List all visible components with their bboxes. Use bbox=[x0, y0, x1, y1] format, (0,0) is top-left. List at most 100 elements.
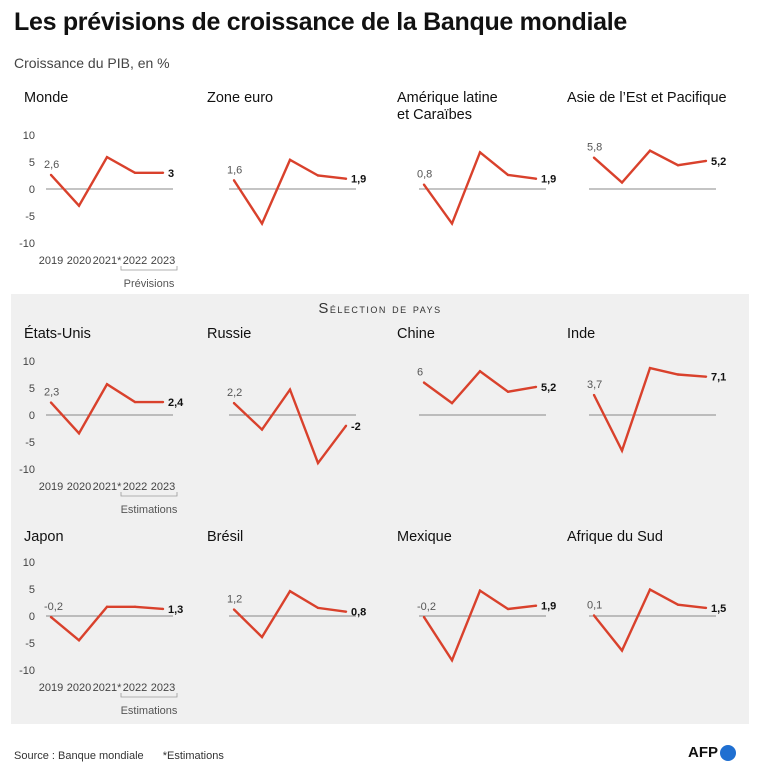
y-tick-label: -5 bbox=[25, 638, 35, 650]
panel-title-zone-euro: Zone euro bbox=[207, 90, 274, 106]
afp-logo-text: AFP bbox=[688, 744, 718, 761]
data-point-2021 bbox=[648, 149, 652, 152]
y-tick-label: 0 bbox=[29, 611, 35, 623]
value-label-last: 1,9 bbox=[351, 174, 366, 186]
value-label-last: 1,3 bbox=[168, 604, 183, 616]
data-point-2021 bbox=[105, 155, 109, 159]
data-point-2020 bbox=[260, 635, 264, 639]
series-line-asie-de-l-est-et-pacifique bbox=[593, 149, 707, 185]
data-point-2021 bbox=[288, 158, 292, 162]
x-tick-label: 2019 bbox=[39, 481, 63, 493]
y-tick-label: -10 bbox=[19, 238, 35, 250]
value-label-first: -0,2 bbox=[417, 601, 436, 613]
footnote-text: *Estimations bbox=[162, 750, 224, 762]
data-point-2019 bbox=[592, 614, 596, 617]
page-title: Les prévisions de croissance de la Banqu… bbox=[14, 8, 628, 36]
value-label-last: 3 bbox=[168, 168, 174, 180]
y-tick-label: 5 bbox=[29, 157, 35, 169]
value-label-first: 6 bbox=[417, 367, 423, 379]
data-point-2022 bbox=[133, 171, 137, 174]
value-label-last: 2,4 bbox=[168, 397, 184, 409]
value-label-first: 2,6 bbox=[44, 159, 59, 171]
panel-title-amerique-latine-et-caraibes: Amérique latine et Caraïbes bbox=[397, 90, 498, 123]
value-label-last: 1,9 bbox=[541, 174, 556, 186]
data-point-2022 bbox=[506, 173, 510, 177]
y-tick-label: 5 bbox=[29, 584, 35, 596]
data-point-2021 bbox=[648, 366, 652, 370]
data-point-2023 bbox=[704, 606, 708, 610]
panel-title-russie: Russie bbox=[207, 326, 252, 342]
y-tick-label: 10 bbox=[23, 130, 35, 142]
data-point-2022 bbox=[133, 605, 137, 609]
value-label-last: 5,2 bbox=[541, 382, 556, 394]
data-point-2023 bbox=[344, 177, 348, 180]
data-point-2019 bbox=[592, 156, 596, 159]
data-point-2023 bbox=[344, 424, 348, 427]
value-label-first: 1,2 bbox=[227, 594, 242, 606]
data-point-2023 bbox=[534, 385, 538, 389]
x-tick-label: 2021* bbox=[93, 682, 122, 694]
panel-title-monde: Monde bbox=[24, 90, 69, 106]
section-label: Sélection de pays bbox=[318, 300, 442, 317]
bracket bbox=[120, 266, 178, 271]
data-point-2023 bbox=[534, 604, 538, 607]
data-point-2020 bbox=[77, 204, 81, 207]
panel-title-asie-de-l-est-et-pacifique: Asie de l’Est et Pacifique bbox=[567, 90, 727, 106]
data-point-2019 bbox=[232, 401, 236, 405]
data-point-2023 bbox=[161, 400, 165, 404]
x-tick-label: 2020 bbox=[67, 255, 91, 267]
series-line-amerique-latine-et-caraibes bbox=[423, 150, 537, 227]
country-selection-band bbox=[11, 294, 749, 724]
y-tick-label: -5 bbox=[25, 211, 35, 223]
data-point-2021 bbox=[648, 588, 652, 591]
data-point-2021 bbox=[105, 605, 109, 609]
data-point-2019 bbox=[49, 615, 53, 619]
panel-title-japon: Japon bbox=[24, 529, 64, 545]
data-point-2022 bbox=[316, 461, 320, 465]
x-tick-label: 2019 bbox=[39, 255, 63, 267]
data-point-2020 bbox=[77, 639, 81, 642]
series-line-zone-euro bbox=[232, 158, 347, 227]
y-tick-label: 10 bbox=[23, 356, 35, 368]
value-label-first: 2,2 bbox=[227, 387, 242, 399]
data-point-2021 bbox=[288, 388, 292, 391]
value-label-last: 1,5 bbox=[711, 603, 726, 615]
value-label-last: 0,8 bbox=[351, 607, 366, 619]
series-line-inde bbox=[592, 366, 707, 454]
data-point-2020 bbox=[77, 432, 81, 435]
data-point-2020 bbox=[450, 222, 454, 225]
panel-title-chine: Chine bbox=[397, 326, 435, 342]
data-point-2023 bbox=[344, 610, 348, 613]
x-tick-label: 2023 bbox=[151, 682, 175, 694]
series-line-chine bbox=[423, 369, 537, 405]
series-line-etats-unis bbox=[50, 382, 163, 436]
data-point-2019 bbox=[49, 173, 53, 177]
value-label-last: 5,2 bbox=[711, 156, 726, 168]
series-line-russie bbox=[233, 387, 347, 466]
data-point-2022 bbox=[676, 373, 680, 376]
bracket-note: Estimations bbox=[121, 705, 178, 717]
data-point-2020 bbox=[620, 649, 624, 652]
panel-title-mexique: Mexique bbox=[397, 529, 452, 545]
series-line-japon bbox=[50, 605, 164, 642]
data-point-2021 bbox=[478, 370, 482, 373]
data-point-2019 bbox=[422, 183, 426, 186]
afp-logo-dot-icon bbox=[720, 744, 736, 761]
data-point-2021 bbox=[478, 151, 482, 154]
data-point-2020 bbox=[450, 659, 454, 662]
data-point-2023 bbox=[161, 607, 165, 611]
data-point-2019 bbox=[232, 608, 236, 611]
value-label-first: 0,1 bbox=[587, 599, 602, 611]
bracket-note: Estimations bbox=[121, 504, 178, 516]
data-point-2022 bbox=[316, 606, 320, 610]
value-label-first: 0,8 bbox=[417, 169, 432, 181]
y-tick-label: -10 bbox=[19, 464, 35, 476]
data-point-2020 bbox=[450, 401, 454, 405]
value-label-first: 2,3 bbox=[44, 387, 59, 399]
data-point-2022 bbox=[676, 603, 680, 606]
footer: Source : Banque mondiale *Estimations bbox=[14, 750, 240, 762]
series-line-afrique-du-sud bbox=[593, 587, 707, 653]
value-label-last: 7,1 bbox=[711, 372, 726, 384]
afp-logo: AFP bbox=[688, 744, 736, 761]
